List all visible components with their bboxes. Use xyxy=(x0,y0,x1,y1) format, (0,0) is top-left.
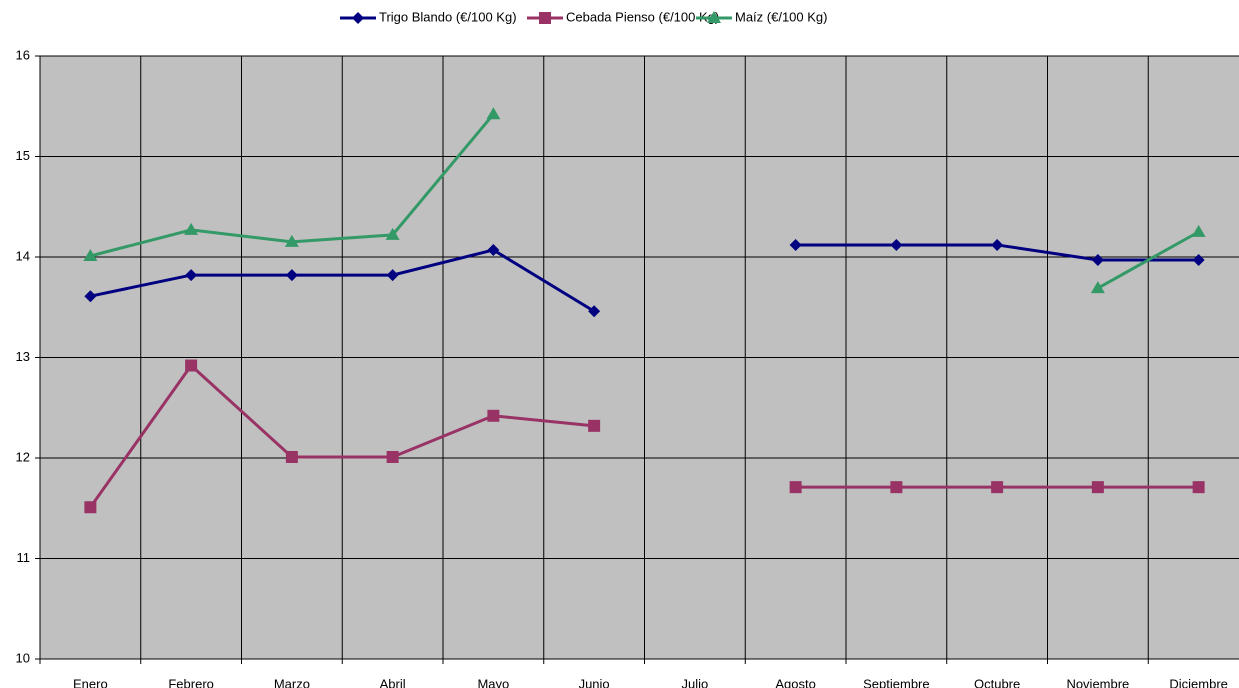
marker xyxy=(487,243,500,256)
x-tick-label: Mayo xyxy=(477,676,509,688)
legend-label: Maíz (€/100 Kg) xyxy=(735,9,828,24)
marker xyxy=(789,238,802,251)
legend-label: Cebada Pienso (€/100 Kg) xyxy=(566,9,719,24)
marker xyxy=(588,419,601,432)
y-tick-label: 14 xyxy=(16,248,30,263)
x-tick-label: Octubre xyxy=(974,676,1020,688)
marker xyxy=(385,227,400,240)
marker xyxy=(487,409,500,422)
marker xyxy=(1091,254,1104,267)
marker xyxy=(185,269,198,282)
legend-label: Trigo Blando (€/100 Kg) xyxy=(379,9,517,24)
marker xyxy=(83,248,98,261)
marker xyxy=(1091,481,1104,494)
y-tick-label: 11 xyxy=(17,550,31,565)
y-tick-label: 15 xyxy=(16,148,30,163)
x-tick-label: Enero xyxy=(73,676,108,688)
x-tick-label: Agosto xyxy=(775,676,815,688)
marker xyxy=(539,12,551,24)
marker xyxy=(486,107,501,120)
marker xyxy=(185,359,198,372)
marker xyxy=(991,481,1004,494)
x-tick-label: Septiembre xyxy=(863,676,929,688)
marker xyxy=(285,450,298,463)
marker xyxy=(352,12,364,24)
marker xyxy=(285,269,298,282)
marker xyxy=(284,234,299,247)
x-tick-label: Julio xyxy=(682,676,709,688)
marker xyxy=(789,481,802,494)
marker xyxy=(184,222,199,235)
x-tick-label: Febrero xyxy=(168,676,214,688)
y-tick-label: 12 xyxy=(16,449,30,464)
marker xyxy=(707,11,721,23)
marker xyxy=(84,290,97,303)
marker xyxy=(386,450,399,463)
marker xyxy=(890,238,903,251)
marker xyxy=(890,481,903,494)
y-tick-label: 13 xyxy=(16,349,30,364)
marker xyxy=(1090,281,1105,294)
y-tick-label: 16 xyxy=(16,47,30,62)
marker xyxy=(1192,481,1205,494)
marker xyxy=(386,269,399,282)
x-tick-label: Diciembre xyxy=(1169,676,1228,688)
marker xyxy=(991,238,1004,251)
marker xyxy=(1191,224,1206,237)
x-tick-label: Marzo xyxy=(274,676,310,688)
x-tick-label: Junio xyxy=(579,676,610,688)
marker xyxy=(1192,254,1205,267)
marker xyxy=(84,501,97,514)
y-tick-label: 10 xyxy=(16,650,30,665)
x-tick-label: Abril xyxy=(380,676,406,688)
x-tick-label: Noviembre xyxy=(1066,676,1129,688)
marker xyxy=(588,305,601,318)
